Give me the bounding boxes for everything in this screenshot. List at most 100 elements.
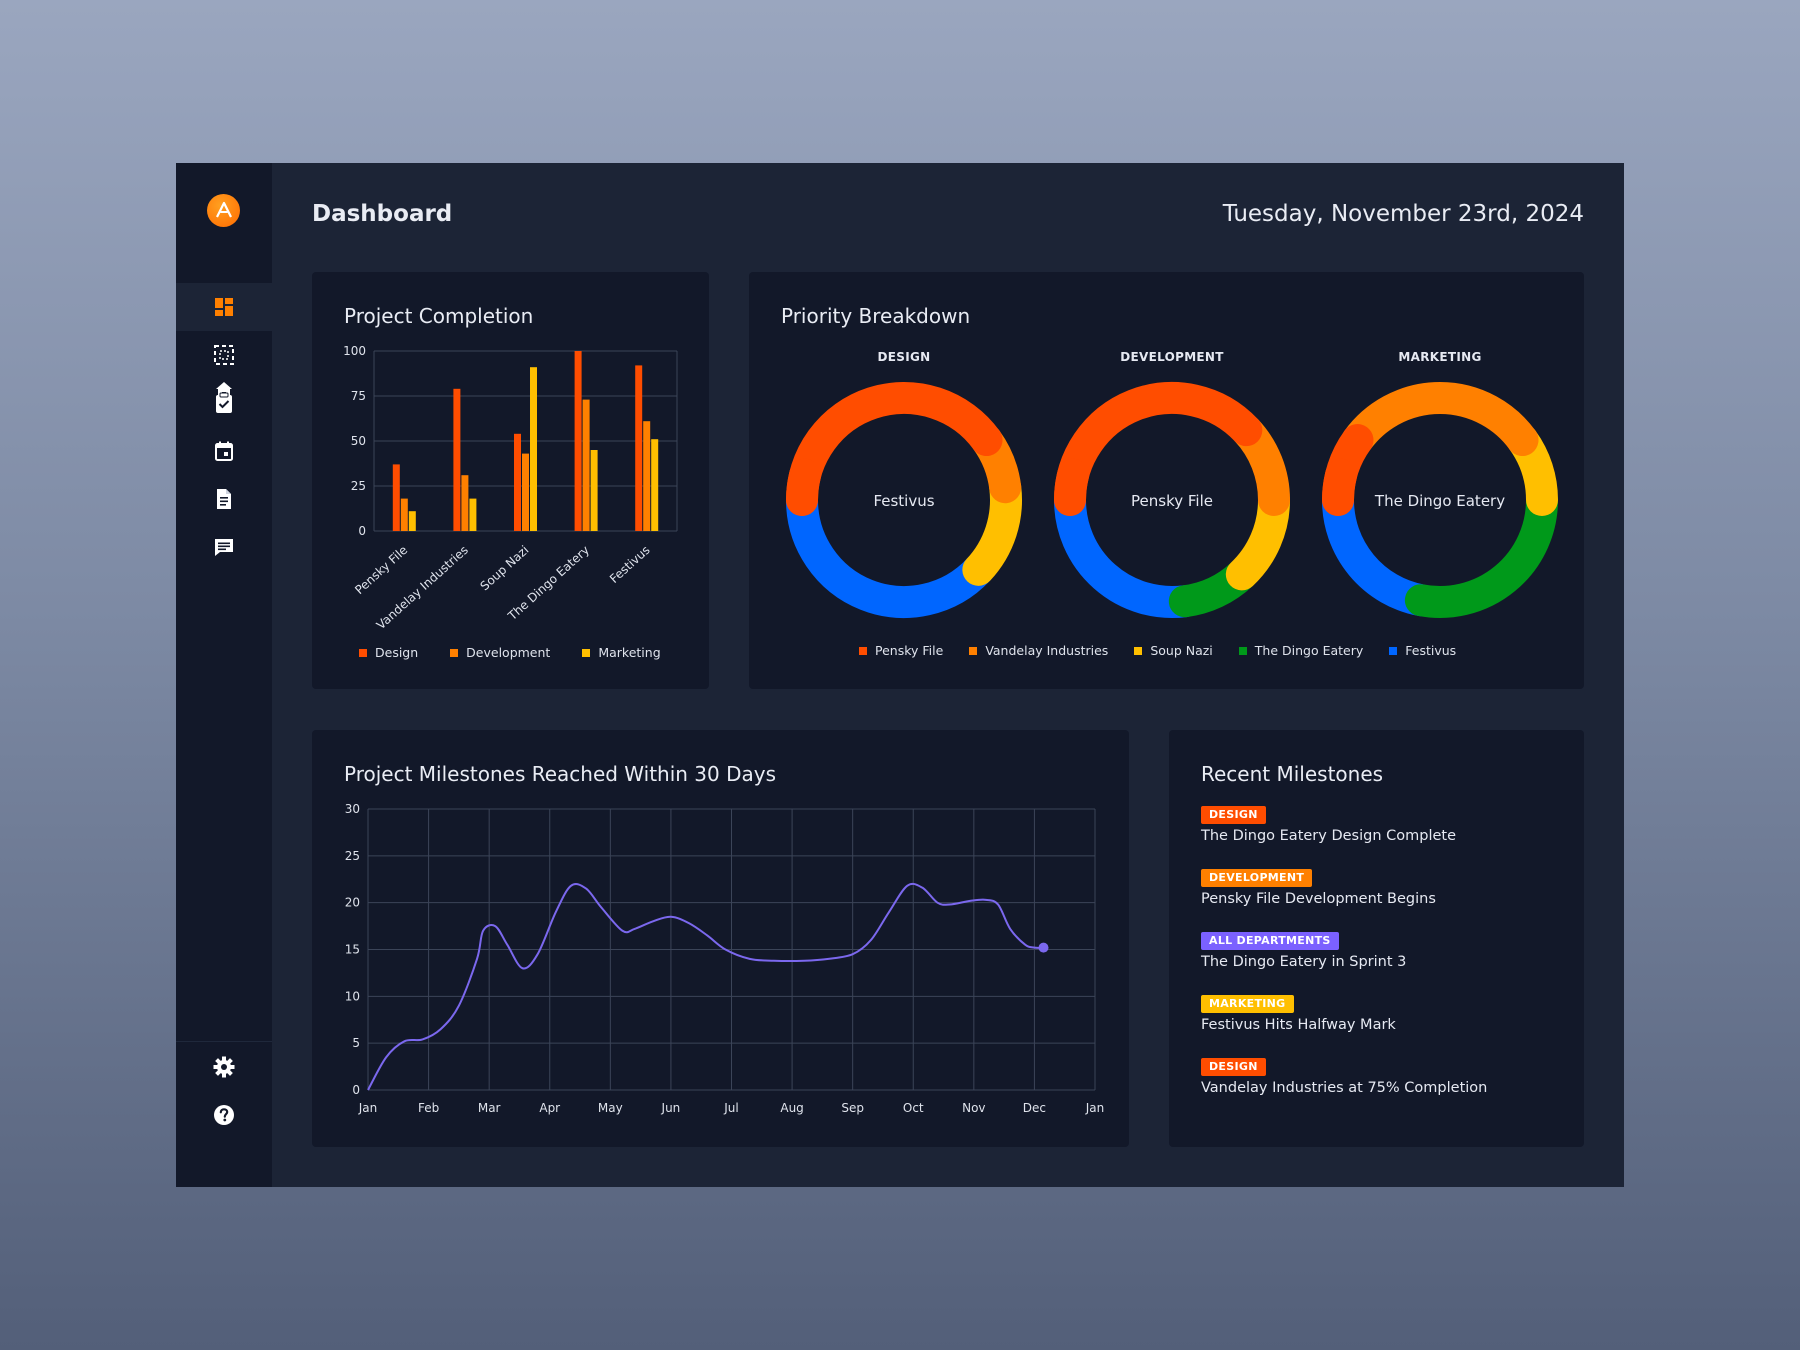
milestone-item[interactable]: DESIGN Vandelay Industries at 75% Comple… [1201, 1055, 1487, 1096]
document-icon [217, 489, 231, 509]
donut-segment [786, 382, 1003, 516]
x-tick-label: Pensky File [352, 543, 410, 597]
dashed-select-icon [214, 345, 234, 365]
bar [574, 351, 582, 531]
legend-item-marketing: Marketing [582, 645, 661, 660]
donut-center-marketing: The Dingo Eatery [1374, 492, 1506, 510]
legend-swatch [582, 648, 591, 657]
recent-milestones-card: Recent Milestones DESIGN The Dingo Eater… [1169, 730, 1584, 1147]
sidebar-divider [176, 1041, 272, 1042]
y-tick-label: 25 [345, 849, 360, 863]
milestones-chart-card: Project Milestones Reached Within 30 Day… [312, 730, 1129, 1147]
priority-legend: Pensky File Vandelay Industries Soup Naz… [859, 643, 1456, 658]
bar [461, 475, 469, 531]
x-tick-label: Soup Nazi [478, 543, 532, 594]
x-tick-label: Oct [903, 1101, 924, 1115]
y-tick-label: 25 [351, 479, 366, 493]
legend-item-pensky: Pensky File [859, 643, 943, 658]
milestone-text: Vandelay Industries at 75% Completion [1201, 1080, 1488, 1096]
milestones-chart-title: Project Milestones Reached Within 30 Day… [344, 762, 777, 786]
y-tick-label: 0 [352, 1083, 360, 1097]
sidebar [176, 163, 272, 1187]
x-tick-label: Jun [661, 1101, 681, 1115]
bar [469, 498, 477, 531]
milestone-item[interactable]: MARKETING Festivus Hits Halfway Mark [1201, 992, 1396, 1033]
milestone-badge: MARKETING [1201, 995, 1294, 1013]
donut-segment [1322, 484, 1437, 617]
series-end-point [1038, 942, 1049, 953]
legend-swatch [450, 648, 459, 657]
main-content: Dashboard Tuesday, November 23rd, 2024 P… [272, 163, 1624, 1187]
donut-segment [1054, 484, 1201, 618]
sidebar-item-dashboard[interactable] [176, 283, 272, 331]
legend-item-development: Development [450, 645, 550, 660]
bar [651, 439, 659, 531]
x-tick-label: Jan [358, 1101, 378, 1115]
priority-breakdown-card: Priority Breakdown DESIGN DEVELOPMENT MA… [749, 272, 1584, 689]
priority-breakdown-chart [786, 382, 1558, 618]
y-tick-label: 100 [343, 344, 366, 358]
bar [582, 399, 590, 531]
legend-swatch [1389, 646, 1398, 655]
sidebar-item-select[interactable] [176, 331, 272, 379]
x-tick-label: Mar [478, 1101, 501, 1115]
bar [514, 433, 521, 531]
series-line [367, 882, 1044, 1091]
logo-a-icon[interactable] [207, 194, 240, 227]
donut-center-design: Festivus [873, 492, 935, 510]
milestone-text: The Dingo Eatery Design Complete [1201, 828, 1457, 844]
donut-segment-cap [1054, 458, 1090, 516]
legend-item-vandelay: Vandelay Industries [969, 643, 1108, 658]
milestones-line-chart: 0 5 10 15 20 25 30 Jan Feb Mar Apr May Jun Jul Aug Sep O… [345, 802, 1105, 1115]
legend-item-design: Design [359, 645, 418, 660]
chat-icon [215, 539, 233, 556]
legend-label: Pensky File [875, 643, 944, 658]
sidebar-item-messages[interactable] [176, 523, 272, 571]
bar [522, 453, 529, 531]
bar [590, 450, 598, 531]
donut-segment [1054, 382, 1263, 516]
donut-title-development: DEVELOPMENT [1120, 350, 1224, 364]
x-tick-label: Feb [418, 1101, 439, 1115]
donut-center-development: Pensky File [1131, 492, 1213, 510]
sidebar-item-documents[interactable] [176, 475, 272, 523]
legend-item-dingo: The Dingo Eatery [1238, 643, 1363, 658]
y-tick-label: 15 [345, 943, 360, 957]
legend-label: Festivus [1405, 643, 1457, 658]
donut-segment [1341, 382, 1539, 457]
bar [530, 367, 537, 531]
legend-item-festivus: Festivus [1389, 643, 1456, 658]
bar [635, 365, 643, 531]
project-completion-legend: Design Development Marketing [359, 645, 661, 660]
x-tick-label: Festivus [607, 543, 653, 586]
x-tick-label: Apr [539, 1101, 560, 1115]
y-tick-label: 50 [351, 434, 366, 448]
sidebar-item-settings[interactable] [176, 1043, 272, 1091]
milestone-text: Pensky File Development Begins [1201, 891, 1436, 907]
donut-title-design: DESIGN [877, 350, 931, 364]
milestone-badge: DESIGN [1201, 806, 1266, 824]
project-completion-title: Project Completion [344, 304, 534, 328]
sidebar-item-calendar[interactable] [176, 427, 272, 475]
milestone-item[interactable]: ALL DEPARTMENTS The Dingo Eatery in Spri… [1201, 929, 1406, 970]
sidebar-item-tasks[interactable] [176, 379, 272, 427]
x-tick-label: Dec [1023, 1101, 1046, 1115]
x-tick-label: Jul [723, 1101, 738, 1115]
donut-segment-cap [786, 458, 822, 516]
y-tick-label: 5 [352, 1036, 360, 1050]
page-title: Dashboard [312, 201, 453, 227]
bar [392, 464, 400, 531]
gear-icon [213, 1056, 235, 1078]
help-icon [214, 1105, 234, 1125]
bar [400, 498, 408, 531]
priority-breakdown-title: Priority Breakdown [781, 304, 971, 328]
milestone-item[interactable]: DEVELOPMENT Pensky File Development Begi… [1201, 866, 1436, 907]
legend-swatch [359, 648, 367, 657]
legend-label: Marketing [598, 645, 661, 660]
page-date: Tuesday, November 23rd, 2024 [1222, 201, 1584, 227]
x-tick-label: Jan [1085, 1101, 1105, 1115]
sidebar-item-help[interactable] [176, 1091, 272, 1139]
legend-label: Soup Nazi [1150, 643, 1213, 658]
milestone-item[interactable]: DESIGN The Dingo Eatery Design Complete [1201, 803, 1456, 844]
